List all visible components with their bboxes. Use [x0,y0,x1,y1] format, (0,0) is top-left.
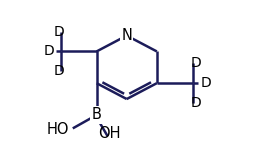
Text: OH: OH [98,126,120,141]
Text: D: D [189,96,200,110]
Text: B: B [91,107,101,122]
Text: D: D [54,64,65,78]
Text: N: N [121,28,132,43]
Text: D: D [43,44,54,58]
Text: D: D [200,76,211,90]
Text: D: D [54,25,65,39]
Text: D: D [189,56,200,70]
Text: HO: HO [47,122,69,137]
